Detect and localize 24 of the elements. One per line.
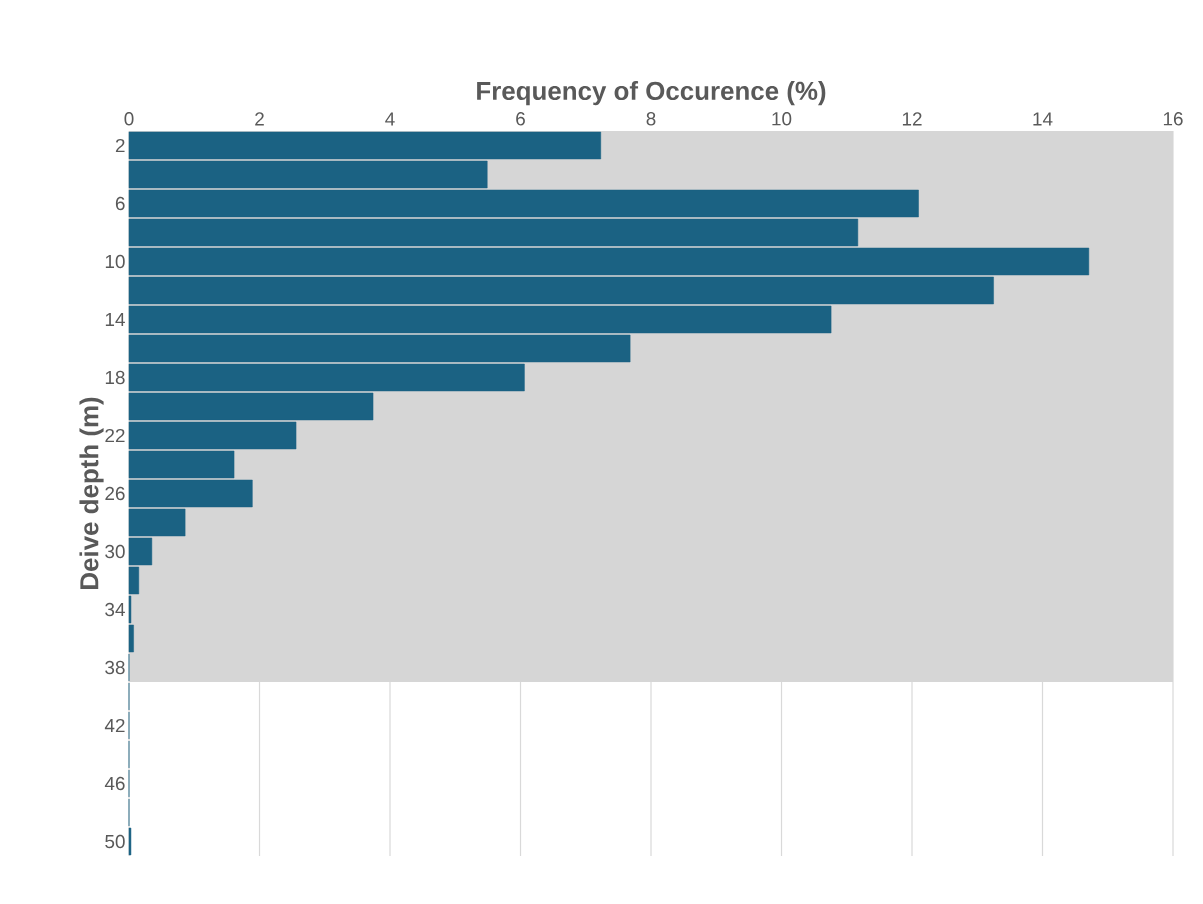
y-tick-label: 34 xyxy=(105,602,125,617)
x-tick-label: 16 xyxy=(1163,112,1183,126)
x-tick-label: 12 xyxy=(902,112,922,126)
x-tick-label: 4 xyxy=(385,112,395,126)
y-tick-label: 14 xyxy=(105,312,125,326)
x-tick-label: 6 xyxy=(516,112,525,126)
x-tick-label: 10 xyxy=(772,112,792,126)
y-tick-label: 26 xyxy=(105,486,125,501)
y-tick-label: 42 xyxy=(104,718,125,733)
y-tick-label: 38 xyxy=(105,660,125,675)
y-tick-label: 22 xyxy=(105,428,125,443)
y-tick-label: 6 xyxy=(115,196,125,211)
y-axis-title: Deive depth (m) xyxy=(79,397,104,589)
x-tick-label: 8 xyxy=(646,112,656,126)
x-tick-label: 0 xyxy=(124,112,134,126)
y-tick-label: 18 xyxy=(105,370,125,385)
x-tick-label: 14 xyxy=(1033,112,1053,126)
y-tick-label: 30 xyxy=(105,544,125,559)
x-tick-label: 2 xyxy=(255,112,264,126)
y-tick-label: 2 xyxy=(115,138,125,153)
x-axis-title: Frequency of Occurence (%) xyxy=(477,81,826,106)
y-tick-label: 46 xyxy=(104,776,125,791)
y-tick-label: 10 xyxy=(105,254,125,269)
y-tick-label: 50 xyxy=(105,834,125,849)
